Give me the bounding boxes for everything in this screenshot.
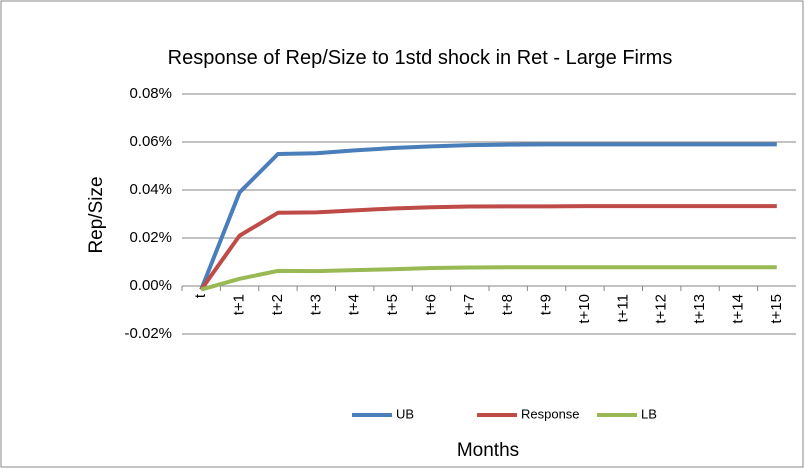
- x-tick-label: t+6: [422, 294, 439, 315]
- x-tick-label: t+4: [346, 294, 363, 315]
- x-tick-label: t+15: [768, 294, 785, 324]
- y-tick-label: 0.02%: [129, 229, 172, 246]
- series-line: [200, 265, 777, 292]
- x-tick-label: t+11: [614, 294, 631, 323]
- x-tick-label: t+8: [499, 294, 516, 315]
- x-tick-label: t+7: [461, 294, 478, 315]
- x-tick-label: t+9: [538, 294, 555, 315]
- y-tick-label: 0.06%: [129, 133, 172, 150]
- x-tick-label: t+13: [691, 294, 708, 324]
- x-tick-label: t+10: [576, 294, 593, 324]
- series-line: [199, 204, 777, 291]
- y-axis-label: Rep/Size: [86, 176, 107, 253]
- x-axis-label: Months: [457, 440, 519, 461]
- x-tick-label: t+5: [384, 294, 401, 315]
- y-tick-label: 0.00%: [129, 277, 172, 294]
- x-tick-label: t+3: [307, 294, 324, 315]
- legend-label: UB: [396, 406, 414, 421]
- x-tick-label: t: [192, 293, 209, 298]
- y-tick-label: 0.04%: [129, 181, 172, 198]
- x-tick-label: t+14: [729, 294, 746, 324]
- y-tick-label: 0.08%: [129, 85, 172, 102]
- chart-title: Response of Rep/Size to 1std shock in Re…: [168, 47, 673, 69]
- legend-label: Response: [521, 406, 580, 421]
- x-tick-label: t+12: [653, 294, 670, 324]
- x-tick-label: t+1: [231, 294, 248, 315]
- x-tick-label: t+2: [269, 294, 286, 315]
- series-line: [199, 142, 777, 291]
- legend-label: LB: [641, 406, 657, 421]
- y-tick-label: -0.02%: [124, 325, 172, 342]
